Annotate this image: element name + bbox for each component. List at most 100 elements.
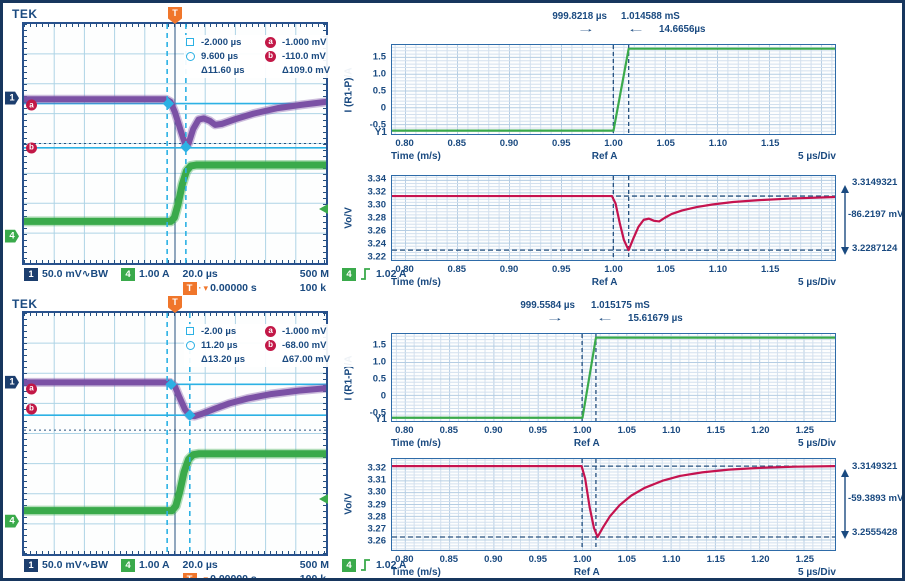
y-tick: 3.29 xyxy=(367,499,387,510)
y-axis-ticks: 3.34 3.32 3.30 3.28 3.26 3.24 3.22 xyxy=(333,174,387,262)
bottom-level-value: 3.2555428 xyxy=(852,527,898,538)
cursor1-time-annotation: 999.5584 µs xyxy=(520,300,575,311)
ref-label: Ref A xyxy=(591,277,618,288)
ch4-badge: 4 xyxy=(120,559,135,572)
scope1-cursor-readout: -2.000 µs a -1.000 mV 9.600 µs b -110.0 … xyxy=(184,34,359,78)
marker-b-icon: b xyxy=(265,50,282,63)
x-tick: 0.95 xyxy=(552,264,571,275)
cursor-b-marker: b xyxy=(26,142,37,154)
x-tick: 1.15 xyxy=(706,554,726,565)
axis-footer: Time (m/s) Ref A 5 µs/Div xyxy=(391,438,836,450)
x-tick: 0.90 xyxy=(484,425,503,436)
x-tick: 0.80 xyxy=(395,264,414,275)
trigger-arrow-icon: ▾ xyxy=(203,574,209,581)
cursor-a-marker: a xyxy=(26,383,37,395)
x-axis-ticks: 0.80 0.85 0.90 0.95 1.00 1.05 1.10 1.15 xyxy=(391,264,836,276)
trigger-level: 1.02 A xyxy=(375,268,407,280)
delta-time-annotation: 15.61679 µs xyxy=(628,313,683,324)
cursor2-time: 11.20 µs xyxy=(201,339,238,351)
x-axis-label: Time (m/s) xyxy=(391,567,441,578)
scope2-status-bar: 1 50.0 mV∿BW 4 1.00 A 20.0 µs T · ▾ 0.0000… xyxy=(24,559,407,581)
delta-time: Δ13.20 µs xyxy=(201,353,246,365)
top-level-value: 3.3149321 xyxy=(852,461,898,472)
x-tick: 1.00 xyxy=(604,264,623,275)
sim-vout-2-plot xyxy=(391,458,836,551)
delta-value: Δ109.0 mV xyxy=(282,64,331,76)
y-tick: 3.28 xyxy=(367,212,387,224)
y-tick: -0.5 xyxy=(369,119,386,131)
axis-footer: Time (m/s) Ref A 5 µs/Div xyxy=(391,151,836,163)
cursor1-time: -2.00 µs xyxy=(201,325,237,337)
rising-edge-icon xyxy=(360,559,371,575)
ch1-scale: 50.0 mV∿BW xyxy=(42,268,108,280)
channel4-tag: 4 xyxy=(5,229,19,243)
x-axis-label: Time (m/s) xyxy=(391,277,441,288)
x-tick: 1.15 xyxy=(706,425,726,436)
timebase: 20.0 µs xyxy=(182,559,218,571)
square-cursor-icon xyxy=(186,325,201,338)
square-cursor-icon xyxy=(186,36,201,49)
cursor-b-value: -68.00 mV xyxy=(282,339,327,351)
y-tick: 3.32 xyxy=(367,186,387,198)
double-arrow-icon xyxy=(841,185,849,255)
ch1-badge: 1 xyxy=(24,559,38,572)
x-tick: 0.85 xyxy=(439,425,459,436)
x-tick: 0.95 xyxy=(528,554,548,565)
scale-label: 5 µs/Div xyxy=(797,567,836,578)
cursor1-time-annotation: 999.8218 µs xyxy=(552,11,607,22)
trigger-level: 1.02 A xyxy=(375,559,407,571)
sample-rate: 500 M xyxy=(299,268,329,280)
x-tick: 0.90 xyxy=(499,264,519,275)
trigger-dot-icon: · xyxy=(198,283,202,293)
x-tick: 0.95 xyxy=(552,138,571,149)
x-axis-label: Time (m/s) xyxy=(391,438,441,449)
x-tick: 0.80 xyxy=(395,425,414,436)
x-tick: 1.20 xyxy=(751,554,770,565)
marker-a-icon: a xyxy=(265,36,282,49)
y-tick: 3.32 xyxy=(367,462,387,474)
trigger-time: 0.00000 s xyxy=(210,282,257,294)
record-length: 100 k xyxy=(299,282,327,294)
delta-value: -59.3893 mV xyxy=(848,493,904,504)
scope1-title: TEK xyxy=(12,7,38,21)
x-axis-ticks: 0.80 0.85 0.90 0.95 1.00 1.05 1.10 1.15 xyxy=(391,138,836,150)
x-tick: 1.00 xyxy=(604,138,623,149)
cursor-a-value: -1.000 mV xyxy=(282,325,327,337)
ref-label: Ref A xyxy=(573,567,600,578)
trigger-dot-icon: · xyxy=(198,574,202,581)
x-tick: 1.25 xyxy=(795,425,815,436)
delta-value: -86.2197 mV xyxy=(848,209,904,220)
scale-label: 5 µs/Div xyxy=(797,151,836,162)
top-level-value: 3.3149321 xyxy=(852,177,898,188)
x-axis-label: Time (m/s) xyxy=(391,151,441,162)
edge-ch-badge: 4 xyxy=(341,268,356,281)
edge-ch-badge: 4 xyxy=(341,559,356,572)
circle-cursor-icon xyxy=(186,339,201,352)
right-arrow-icon: → xyxy=(576,24,596,35)
y-axis-ticks: 1.5 1.0 0.5 0 -0.5 xyxy=(333,44,386,135)
ch1-scale: 50.0 mV∿BW xyxy=(42,559,108,571)
timebase: 20.0 µs xyxy=(182,268,218,280)
ref-label: Ref A xyxy=(573,438,600,449)
trigger-level-arrow-icon xyxy=(319,203,328,214)
x-tick: 0.90 xyxy=(499,138,519,149)
cursor-a-marker: a xyxy=(26,99,37,111)
trigger-badge: T xyxy=(182,573,197,578)
cursor-a-value: -1.000 mV xyxy=(282,36,327,48)
trigger-arrow-icon: ▾ xyxy=(203,283,209,293)
x-tick: 0.80 xyxy=(395,554,414,565)
scope1-status-bar: 1 50.0 mV∿BW 4 1.00 A 20.0 µs T · ▾ 0.0000… xyxy=(24,268,407,295)
trigger-marker-icon: T xyxy=(168,296,182,313)
y-tick: 1.5 xyxy=(372,339,386,351)
right-arrow-icon: → xyxy=(545,313,565,324)
ch4-scale: 1.00 A xyxy=(138,268,170,280)
scope1-graticule: T 1 a b 4 -2.000 µs a -1.000 mV 9.600 µs… xyxy=(5,7,359,265)
scale-label: 5 µs/Div xyxy=(797,277,836,288)
scope2-cursor-readout: -2.00 µs a -1.000 mV 11.20 µs b -68.00 m… xyxy=(184,323,359,367)
sim-vout-1-plot xyxy=(391,175,836,261)
scope2-graticule: T 1 a b 4 -2.00 µs a -1.000 mV 11.20 µs … xyxy=(5,296,359,556)
x-tick: 1.10 xyxy=(662,425,681,436)
cursor-b-value: -110.0 mV xyxy=(282,50,326,62)
y-tick: 0 xyxy=(380,102,386,114)
y-tick: 0 xyxy=(380,390,386,402)
